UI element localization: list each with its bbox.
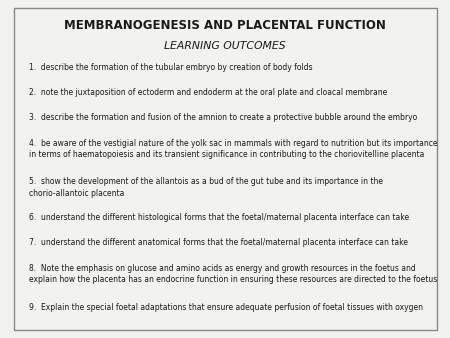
Text: 5.  show the development of the allantois as a bud of the gut tube and its impor: 5. show the development of the allantois… bbox=[29, 177, 383, 197]
Text: 7.  understand the different anatomical forms that the foetal/maternal placenta : 7. understand the different anatomical f… bbox=[29, 238, 408, 247]
Text: 6.  understand the different histological forms that the foetal/maternal placent: 6. understand the different histological… bbox=[29, 213, 410, 222]
FancyBboxPatch shape bbox=[14, 8, 436, 330]
Text: 2.  note the juxtaposition of ectoderm and endoderm at the oral plate and cloaca: 2. note the juxtaposition of ectoderm an… bbox=[29, 88, 387, 97]
Text: 4.  be aware of the vestigial nature of the yolk sac in mammals with regard to n: 4. be aware of the vestigial nature of t… bbox=[29, 139, 438, 159]
Text: 3.  describe the formation and fusion of the amnion to create a protective bubbl: 3. describe the formation and fusion of … bbox=[29, 113, 418, 122]
Text: 9.  Explain the special foetal adaptations that ensure adequate perfusion of foe: 9. Explain the special foetal adaptation… bbox=[29, 303, 423, 312]
Text: LEARNING OUTCOMES: LEARNING OUTCOMES bbox=[164, 41, 286, 51]
Text: 8.  Note the emphasis on glucose and amino acids as energy and growth resources : 8. Note the emphasis on glucose and amin… bbox=[29, 264, 437, 284]
Text: MEMBRANOGENESIS AND PLACENTAL FUNCTION: MEMBRANOGENESIS AND PLACENTAL FUNCTION bbox=[64, 19, 386, 31]
Text: 1.  describe the formation of the tubular embryo by creation of body folds: 1. describe the formation of the tubular… bbox=[29, 63, 313, 72]
